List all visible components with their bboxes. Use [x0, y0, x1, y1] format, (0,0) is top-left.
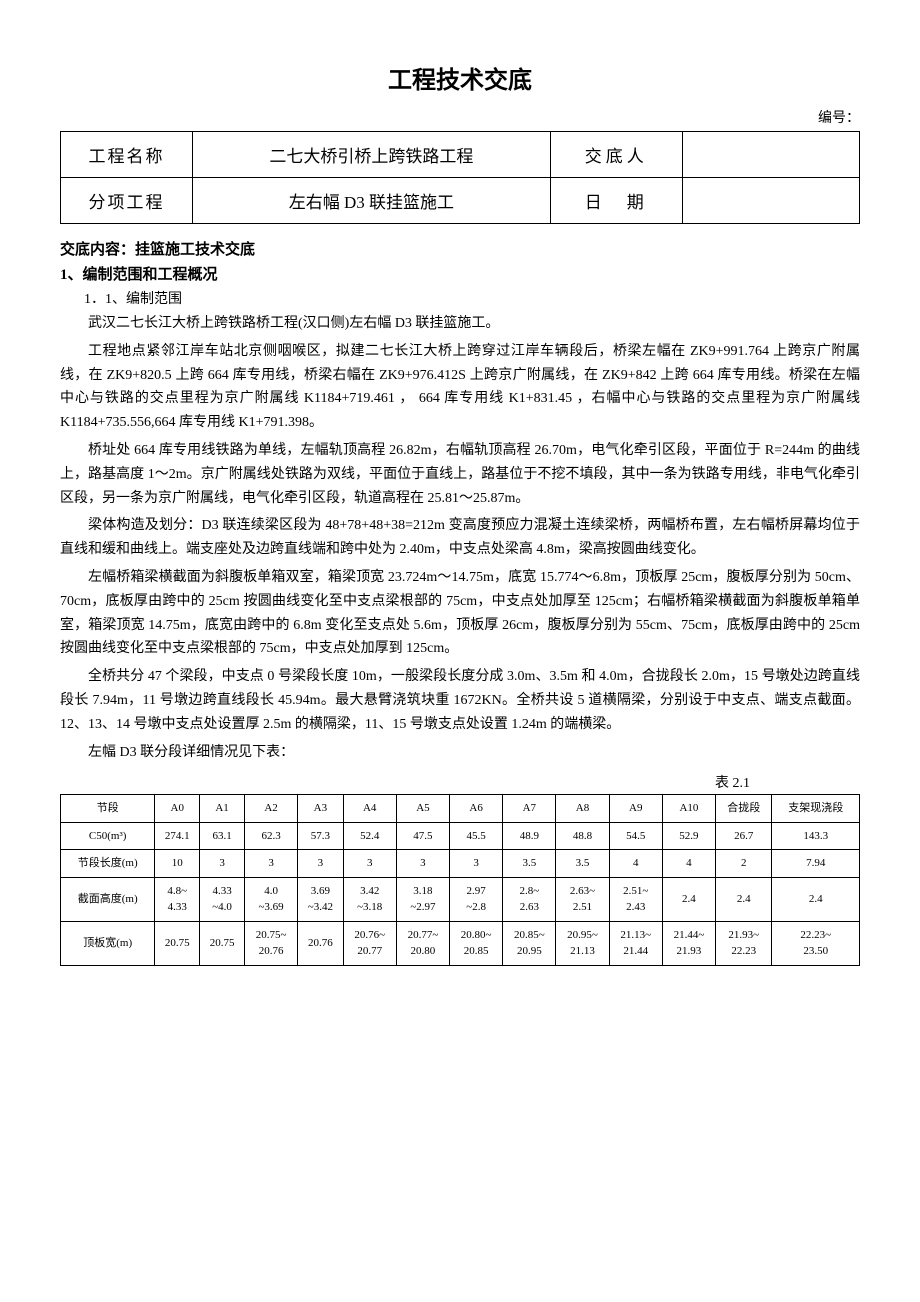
- project-name-label: 工程名称: [61, 132, 193, 178]
- page-title: 工程技术交底: [60, 60, 860, 95]
- segment-table: 节段A0A1A2A3A4A5A6A7A8A9A10合拢段支架现浇段 C50(m³…: [60, 794, 860, 966]
- table-cell: 2.97~2.8: [450, 877, 503, 921]
- table-cell: 3.42~3.18: [343, 877, 396, 921]
- project-name-value: 二七大桥引桥上跨铁路工程: [193, 132, 551, 178]
- table-cell: 20.85~20.95: [503, 921, 556, 965]
- table-cell: 2.8~2.63: [503, 877, 556, 921]
- table-header: A0: [155, 795, 200, 823]
- table-cell: 54.5: [609, 822, 662, 850]
- table-cell: 20.95~21.13: [556, 921, 609, 965]
- paragraph: 全桥共分 47 个梁段，中支点 0 号梁段长度 10m，一般梁段长度分成 3.0…: [60, 665, 860, 736]
- paragraph: 工程地点紧邻江岸车站北京侧咽喉区，拟建二七长江大桥上跨穿过江岸车辆段后，桥梁左幅…: [60, 340, 860, 435]
- table-cell: 21.93~22.23: [716, 921, 772, 965]
- table-header: A3: [298, 795, 343, 823]
- table-cell: 2.4: [662, 877, 715, 921]
- table-cell: 2: [716, 850, 772, 878]
- serial-number-label: 编号：: [60, 107, 860, 127]
- table-row: 节段长度(m)103333333.53.54427.94: [61, 850, 860, 878]
- table-cell: 2.4: [772, 877, 860, 921]
- table-cell: 10: [155, 850, 200, 878]
- table-cell: 4: [609, 850, 662, 878]
- table-cell: 2.51~2.43: [609, 877, 662, 921]
- table-cell: 2.63~2.51: [556, 877, 609, 921]
- table-row: C50(m³)274.163.162.357.352.447.545.548.9…: [61, 822, 860, 850]
- table-cell: 20.80~20.85: [450, 921, 503, 965]
- table-row: 顶板宽(m)20.7520.7520.75~20.7620.7620.76~20…: [61, 921, 860, 965]
- discloser-value: [682, 132, 859, 178]
- row-label: 节段长度(m): [61, 850, 155, 878]
- subproject-value: 左右幅 D3 联挂篮施工: [193, 178, 551, 224]
- table-cell: 62.3: [244, 822, 297, 850]
- table-cell: 20.76: [298, 921, 343, 965]
- table-cell: 2.4: [716, 877, 772, 921]
- date-value: [682, 178, 859, 224]
- table-cell: 45.5: [450, 822, 503, 850]
- table-header: 节段: [61, 795, 155, 823]
- table-header: A1: [200, 795, 245, 823]
- date-label: 日 期: [550, 178, 682, 224]
- table-cell: 7.94: [772, 850, 860, 878]
- table-cell: 63.1: [200, 822, 245, 850]
- table-cell: 274.1: [155, 822, 200, 850]
- paragraph: 梁体构造及划分：D3 联连续梁区段为 48+78+48+38=212m 变高度预…: [60, 514, 860, 562]
- discloser-label: 交底人: [550, 132, 682, 178]
- table-cell: 3: [450, 850, 503, 878]
- row-label: 截面高度(m): [61, 877, 155, 921]
- table-header: A4: [343, 795, 396, 823]
- table-header: A8: [556, 795, 609, 823]
- table-header: A7: [503, 795, 556, 823]
- table-header: A5: [396, 795, 449, 823]
- table-cell: 20.77~20.80: [396, 921, 449, 965]
- paragraph: 左幅桥箱梁横截面为斜腹板单箱双室，箱梁顶宽 23.724m～14.75m，底宽 …: [60, 566, 860, 661]
- table-cell: 4.0~3.69: [244, 877, 297, 921]
- table-cell: 3: [396, 850, 449, 878]
- table-cell: 3.5: [556, 850, 609, 878]
- table-cell: 4.33~4.0: [200, 877, 245, 921]
- table-caption: 表 2.1: [60, 772, 860, 792]
- section-1-1-title: 1．1、编制范围: [84, 288, 860, 308]
- table-cell: 26.7: [716, 822, 772, 850]
- table-cell: 52.9: [662, 822, 715, 850]
- table-cell: 48.9: [503, 822, 556, 850]
- paragraph: 桥址处 664 库专用线铁路为单线，左幅轨顶高程 26.82m，右幅轨顶高程 2…: [60, 439, 860, 510]
- table-cell: 21.13~21.44: [609, 921, 662, 965]
- table-cell: 20.76~20.77: [343, 921, 396, 965]
- table-header: A2: [244, 795, 297, 823]
- row-label: C50(m³): [61, 822, 155, 850]
- table-cell: 20.75~20.76: [244, 921, 297, 965]
- paragraph: 武汉二七长江大桥上跨铁路桥工程(汉口侧)左右幅 D3 联挂篮施工。: [60, 312, 860, 336]
- table-row: 截面高度(m)4.8~4.334.33~4.04.0~3.693.69~3.42…: [61, 877, 860, 921]
- table-cell: 48.8: [556, 822, 609, 850]
- table-cell: 3: [343, 850, 396, 878]
- table-cell: 3.69~3.42: [298, 877, 343, 921]
- table-cell: 20.75: [155, 921, 200, 965]
- table-cell: 20.75: [200, 921, 245, 965]
- subproject-label: 分项工程: [61, 178, 193, 224]
- table-cell: 3.18~2.97: [396, 877, 449, 921]
- row-label: 顶板宽(m): [61, 921, 155, 965]
- table-header: A10: [662, 795, 715, 823]
- table-cell: 3: [244, 850, 297, 878]
- table-cell: 52.4: [343, 822, 396, 850]
- table-header: A6: [450, 795, 503, 823]
- table-cell: 21.44~21.93: [662, 921, 715, 965]
- table-cell: 57.3: [298, 822, 343, 850]
- table-cell: 143.3: [772, 822, 860, 850]
- table-header: 支架现浇段: [772, 795, 860, 823]
- table-cell: 3: [200, 850, 245, 878]
- table-header: 合拢段: [716, 795, 772, 823]
- content-label: 交底内容：挂篮施工技术交底: [60, 238, 860, 259]
- table-cell: 4.8~4.33: [155, 877, 200, 921]
- table-header: A9: [609, 795, 662, 823]
- table-cell: 3: [298, 850, 343, 878]
- header-table: 工程名称 二七大桥引桥上跨铁路工程 交底人 分项工程 左右幅 D3 联挂篮施工 …: [60, 131, 860, 224]
- section-1-title: 1、编制范围和工程概况: [60, 263, 860, 284]
- table-cell: 3.5: [503, 850, 556, 878]
- paragraph: 左幅 D3 联分段详细情况见下表：: [60, 741, 860, 765]
- table-cell: 47.5: [396, 822, 449, 850]
- table-cell: 22.23~23.50: [772, 921, 860, 965]
- table-cell: 4: [662, 850, 715, 878]
